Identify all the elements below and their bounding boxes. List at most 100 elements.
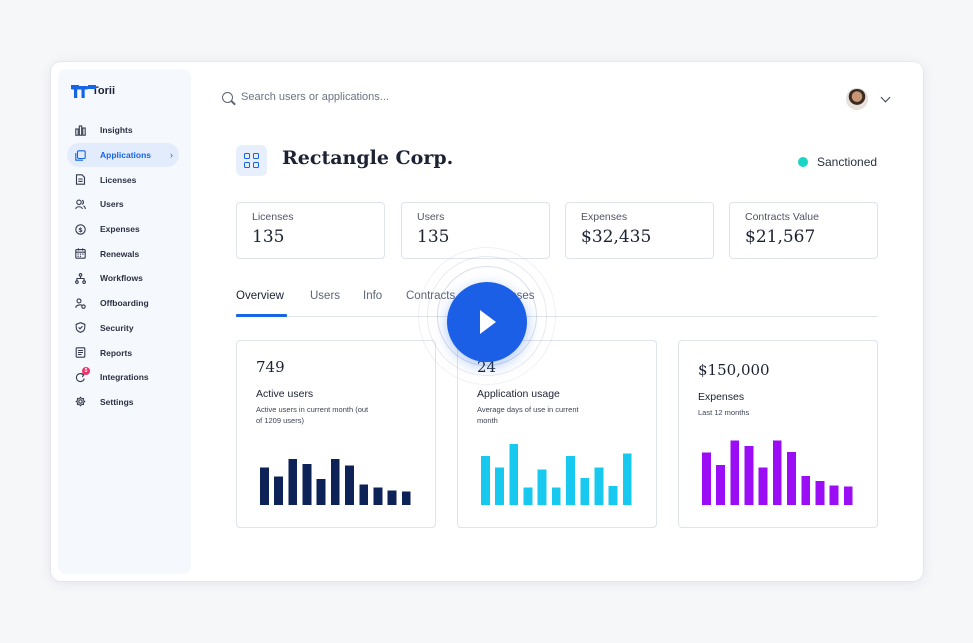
chart-bar	[316, 479, 326, 505]
gear-icon	[74, 396, 86, 408]
sidebar-item-settings[interactable]: Settings	[67, 390, 179, 415]
sidebar-item-label: Offboarding	[100, 298, 149, 309]
chart-bar	[702, 452, 711, 505]
stat-card-contracts-value[interactable]: Contracts Value $21,567	[729, 202, 878, 259]
chart-bar	[815, 481, 825, 505]
stat-value: $32,435	[581, 227, 652, 247]
bar-chart-icon	[74, 124, 86, 136]
sidebar-item-users[interactable]: Users	[67, 192, 179, 217]
chart-bar	[744, 445, 754, 505]
card-title: Expenses	[698, 391, 745, 403]
play-button[interactable]	[447, 282, 527, 362]
expenses-bar-chart	[702, 440, 853, 505]
chart-bar	[716, 464, 725, 505]
card-title: Active users	[256, 388, 314, 400]
workflow-icon	[74, 272, 86, 284]
chart-bar	[345, 465, 354, 505]
offboarding-icon	[74, 297, 86, 309]
search-icon	[222, 91, 233, 103]
brand-name: Torii	[92, 85, 116, 97]
chart-bar	[481, 456, 490, 505]
tab-overview[interactable]: Overview	[236, 290, 284, 302]
avatar[interactable]	[846, 88, 868, 110]
tab-users[interactable]: Users	[310, 290, 341, 302]
sidebar-item-licenses[interactable]: Licenses	[67, 167, 179, 192]
shield-icon	[74, 322, 86, 334]
sidebar-item-renewals[interactable]: Renewals	[67, 241, 179, 266]
svg-text:$: $	[78, 225, 83, 233]
sidebar: Torii Insights Applications › Licen	[58, 69, 191, 574]
chart-bar	[387, 490, 397, 505]
sidebar-item-security[interactable]: Security	[67, 316, 179, 341]
chart-bar	[758, 467, 768, 505]
stat-card-licenses[interactable]: Licenses 135	[236, 202, 385, 259]
sidebar-item-reports[interactable]: Reports	[67, 340, 179, 365]
sidebar-item-integrations[interactable]: 5 Integrations	[67, 365, 179, 390]
search-bar	[222, 91, 471, 103]
search-input[interactable]	[241, 91, 471, 103]
sidebar-item-applications[interactable]: Applications ›	[67, 142, 179, 168]
status-text: Sanctioned	[817, 155, 878, 169]
brand-logo[interactable]: Torii	[71, 85, 116, 98]
notification-badge: 5	[82, 367, 90, 376]
application-usage-bar-chart	[481, 443, 632, 505]
chart-bar	[495, 467, 504, 505]
status-dot-icon	[798, 157, 808, 167]
stat-value: $21,567	[745, 227, 816, 247]
users-icon	[74, 198, 86, 210]
sidebar-item-insights[interactable]: Insights	[67, 118, 179, 143]
card-title: Application usage	[477, 388, 560, 400]
sidebar-item-offboarding[interactable]: Offboarding	[67, 291, 179, 316]
dollar-icon: $	[74, 223, 86, 235]
sidebar-item-label: Workflows	[100, 273, 143, 284]
stat-label: Licenses	[252, 211, 294, 223]
chart-bar	[551, 487, 561, 505]
chart-bar	[622, 453, 632, 505]
sidebar-item-label: Renewals	[100, 248, 140, 259]
integrations-icon: 5	[74, 367, 90, 383]
chart-bar	[537, 469, 547, 505]
tab-bar: Overview Users Info Contracts Expenses	[236, 289, 878, 317]
stat-card-expenses[interactable]: Expenses $32,435	[565, 202, 714, 259]
card-expenses[interactable]: $150,000 Expenses Last 12 months	[678, 340, 878, 528]
applications-icon	[74, 149, 86, 161]
active-users-bar-chart	[260, 458, 411, 505]
chevron-down-icon[interactable]	[880, 92, 891, 103]
chevron-right-icon: ›	[170, 150, 173, 161]
stat-label: Contracts Value	[745, 211, 819, 223]
chart-bar	[772, 440, 782, 505]
card-active-users[interactable]: 749 Active users Active users in current…	[236, 340, 436, 528]
sidebar-nav: Insights Applications › Licenses Users	[67, 118, 179, 414]
sidebar-item-label: Licenses	[100, 174, 137, 185]
card-subtitle: Average days of use in current month	[477, 405, 579, 425]
stat-label: Expenses	[581, 211, 628, 223]
sidebar-item-label: Expenses	[100, 224, 140, 235]
grid-icon	[236, 145, 267, 176]
chart-bar	[373, 487, 383, 505]
sidebar-item-label: Applications	[100, 150, 152, 161]
stat-value: 135	[417, 227, 450, 247]
sidebar-item-label: Users	[100, 199, 124, 210]
sidebar-item-label: Security	[100, 322, 134, 333]
torii-logo-icon	[71, 85, 96, 98]
tab-info[interactable]: Info	[363, 290, 383, 302]
sidebar-item-workflows[interactable]: Workflows	[67, 266, 179, 291]
active-tab-indicator	[236, 314, 287, 317]
card-value: 749	[256, 358, 285, 376]
stat-label: Users	[417, 211, 445, 223]
stat-value: 135	[252, 227, 285, 247]
sidebar-item-label: Reports	[100, 347, 133, 358]
chart-bar	[580, 477, 590, 505]
status-badge: Sanctioned	[798, 155, 877, 169]
card-subtitle: Last 12 months	[698, 408, 750, 417]
chart-bar	[330, 458, 340, 505]
chart-bar	[288, 458, 298, 505]
sidebar-item-expenses[interactable]: $ Expenses	[67, 217, 179, 242]
page-title: Rectangle Corp.	[282, 147, 454, 169]
chart-bar	[787, 452, 796, 505]
card-value: $150,000	[698, 361, 770, 379]
chart-bar	[302, 464, 312, 505]
chart-bar	[274, 476, 283, 505]
chart-bar	[260, 467, 269, 505]
chart-bar	[566, 456, 575, 505]
